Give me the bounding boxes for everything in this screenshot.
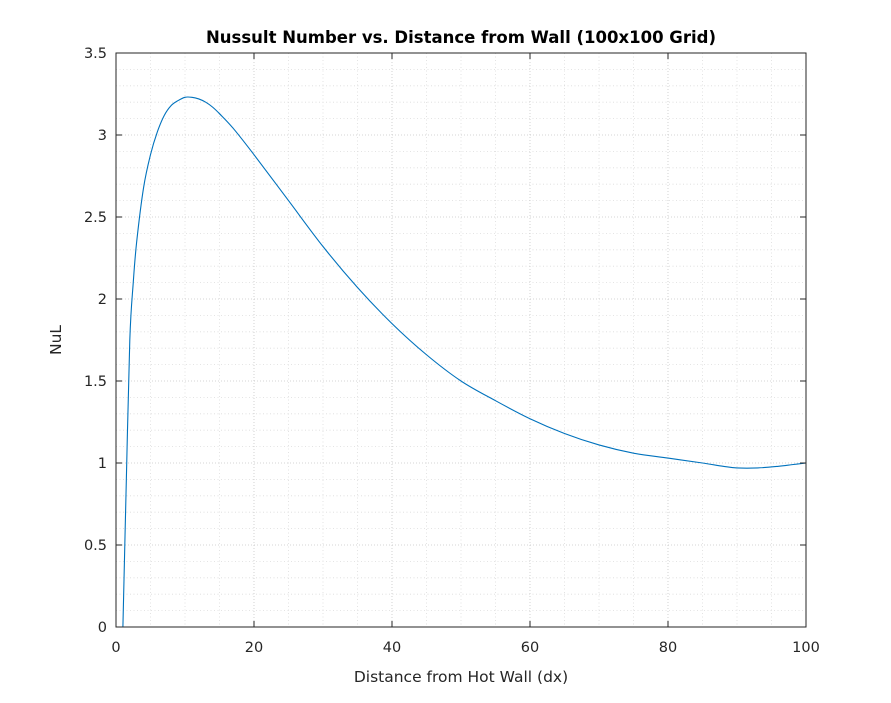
x-tick-label: 80 [659,640,677,656]
axis-ticks [115,52,807,628]
axes-box [115,52,807,628]
x-tick-label: 100 [792,640,820,656]
y-tick-label: 2.5 [84,210,107,226]
y-tick-label: 0.5 [84,538,107,554]
major-grid [116,53,806,627]
y-tick-label: 1 [98,456,107,472]
y-tick-label: 3 [98,128,107,144]
y-axis-label: NuL [47,325,65,355]
chart-title: Nussult Number vs. Distance from Wall (1… [206,28,716,47]
y-tick-label: 2 [98,292,107,308]
series-line-nul [122,96,807,628]
x-axis-label: Distance from Hot Wall (dx) [354,668,568,686]
x-tick-label: 40 [383,640,401,656]
x-tick-label: 60 [521,640,539,656]
y-tick-labels: 0 0.5 1 1.5 2 2.5 3 3.5 [84,46,107,636]
x-tick-label: 20 [245,640,263,656]
y-tick-label: 0 [98,620,107,636]
x-tick-label: 0 [111,640,120,656]
y-tick-label: 1.5 [84,374,107,390]
x-tick-labels: 0 20 40 60 80 100 [111,640,819,656]
series-layer [122,96,807,628]
y-tick-label: 3.5 [84,46,107,62]
minor-grid [116,53,806,627]
